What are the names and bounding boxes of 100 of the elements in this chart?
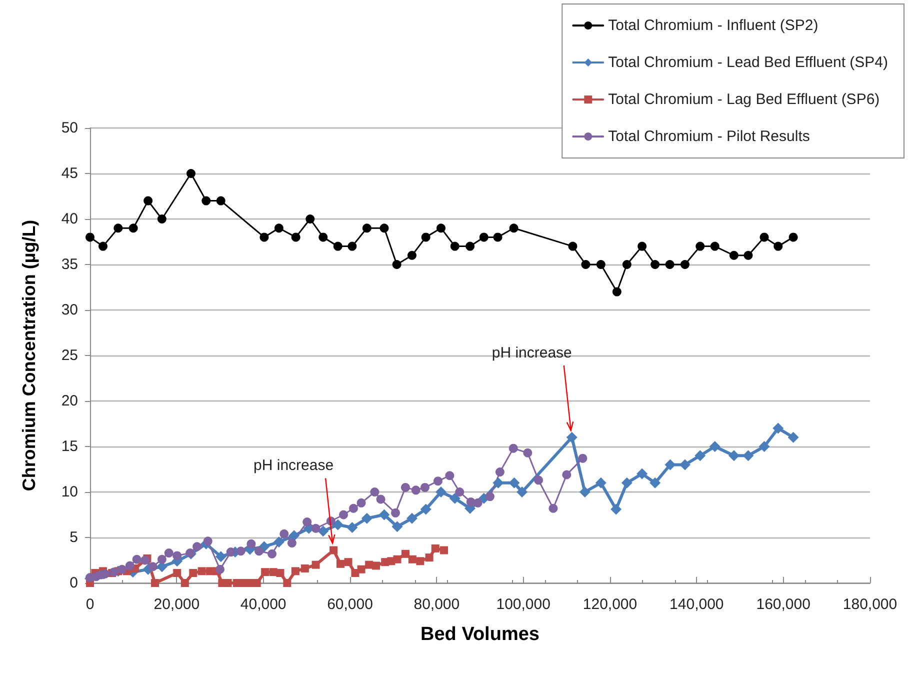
x-tick-label: 60,000 <box>327 596 373 613</box>
point <box>772 422 784 434</box>
point <box>788 232 798 242</box>
y-axis-title: Chromium Concentration (µg/L) <box>19 220 39 492</box>
point <box>287 538 296 548</box>
point <box>198 567 206 576</box>
point <box>449 492 460 504</box>
point <box>226 548 236 557</box>
point <box>118 564 127 574</box>
point <box>376 494 386 504</box>
point <box>638 242 647 251</box>
point <box>202 196 211 206</box>
x-tick-label: 20,000 <box>154 596 200 613</box>
point <box>709 441 720 452</box>
point <box>344 558 352 566</box>
point <box>333 242 342 251</box>
point <box>291 567 300 576</box>
point <box>215 551 226 562</box>
point <box>436 486 446 498</box>
y-tick-label: 5 <box>70 529 78 546</box>
point <box>274 224 284 233</box>
point <box>144 196 153 206</box>
point <box>788 432 799 443</box>
point <box>650 477 661 488</box>
point <box>246 539 256 548</box>
point <box>268 549 276 558</box>
point <box>311 524 320 533</box>
point <box>151 579 159 587</box>
point <box>622 260 632 269</box>
y-tick-label: 10 <box>61 484 78 500</box>
point <box>433 476 442 486</box>
point <box>416 557 424 566</box>
point <box>391 508 400 518</box>
point <box>302 518 312 527</box>
point <box>362 224 372 233</box>
point <box>710 242 720 251</box>
point <box>440 546 448 554</box>
x-tick-label: 120,000 <box>582 596 638 613</box>
point <box>596 260 606 269</box>
point <box>408 555 416 564</box>
point <box>148 562 158 572</box>
point <box>357 565 366 574</box>
point <box>744 250 753 260</box>
point <box>610 504 622 515</box>
point <box>562 470 572 480</box>
point <box>696 242 705 251</box>
point <box>516 486 528 498</box>
point <box>172 551 182 560</box>
point <box>523 448 532 458</box>
point <box>479 232 488 242</box>
point <box>332 519 344 530</box>
point <box>157 214 166 224</box>
y-tick-label: 15 <box>61 438 78 455</box>
x-axis-title: Bed Volumes <box>420 624 540 645</box>
point <box>425 554 434 562</box>
point <box>370 488 380 496</box>
legend-label: Total Chromium - Lag Bed Effluent (SP6) <box>608 91 880 108</box>
point <box>336 560 344 568</box>
point <box>495 467 504 476</box>
point <box>380 224 389 233</box>
point <box>330 546 338 554</box>
point <box>216 196 226 206</box>
point <box>406 512 418 524</box>
point <box>216 564 224 574</box>
point <box>252 579 261 587</box>
point <box>393 555 402 564</box>
point <box>273 536 284 548</box>
y-tick-label: 35 <box>61 256 78 273</box>
point <box>276 568 284 577</box>
point <box>348 504 358 513</box>
point <box>288 530 300 542</box>
point <box>534 476 543 485</box>
x-tick-label: 40,000 <box>240 596 286 613</box>
point <box>420 504 432 515</box>
y-tick-label: 50 <box>61 120 78 136</box>
y-tick-label: 45 <box>61 165 78 182</box>
x-tick-label: 100,000 <box>496 596 550 613</box>
point <box>312 560 320 569</box>
point <box>548 504 558 513</box>
point <box>493 232 502 242</box>
point <box>192 542 202 552</box>
point <box>356 498 366 508</box>
point <box>680 260 690 269</box>
x-tick-label: 140,000 <box>670 596 724 613</box>
point <box>157 554 166 564</box>
point <box>664 459 676 470</box>
point <box>318 526 329 537</box>
point <box>450 242 460 251</box>
point <box>125 561 134 570</box>
point <box>621 477 632 488</box>
point <box>473 498 482 508</box>
point <box>694 450 706 462</box>
x-tick-label: 160,000 <box>756 596 810 613</box>
point <box>466 242 475 251</box>
point <box>612 287 622 296</box>
point <box>378 509 390 520</box>
point <box>283 579 292 587</box>
point <box>291 232 300 242</box>
point <box>742 450 754 462</box>
point <box>339 510 348 520</box>
